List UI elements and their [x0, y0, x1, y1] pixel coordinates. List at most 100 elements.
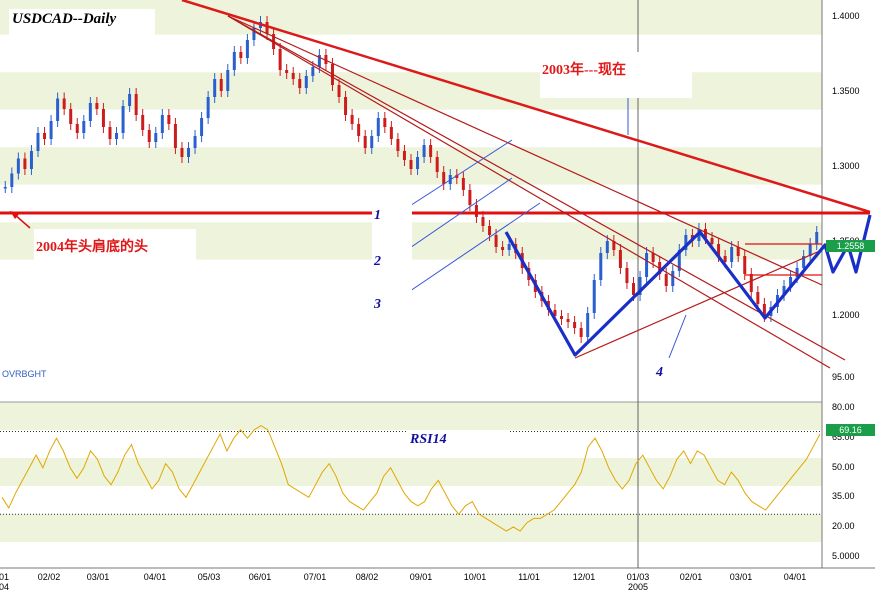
chart-title: USDCAD--Daily [12, 11, 117, 27]
note-box-rsi [406, 430, 510, 450]
candle-body [494, 235, 498, 247]
candle-body [599, 253, 603, 280]
candle-body [631, 283, 635, 295]
annotation-2003-year: 2003 [542, 63, 570, 78]
candle-body [435, 157, 439, 172]
candle-body [645, 253, 649, 277]
candle-body [226, 70, 230, 91]
x-tick-label: 07/01 [303, 572, 327, 582]
candle-body [49, 121, 53, 139]
arrow-head-2004 [10, 211, 20, 219]
candle-body [285, 70, 289, 73]
candle-body [160, 115, 164, 133]
annotation-2003-now: 2003年---现在 [542, 59, 626, 79]
candle-body [651, 253, 655, 262]
candle-body [507, 244, 511, 250]
candle-body [75, 124, 79, 133]
candle-body [488, 226, 492, 235]
candle-body [219, 79, 223, 91]
candle-body [252, 28, 256, 40]
candle-body [396, 139, 400, 151]
candle-body [789, 277, 793, 286]
candle-body [376, 118, 380, 136]
candle-body [82, 121, 86, 133]
rsi-band [0, 514, 822, 542]
candle-body [350, 115, 354, 124]
last-price-badge: 1.2558 [826, 240, 875, 252]
rsi-tick-label: 5.0000 [832, 551, 860, 561]
candle-body [481, 217, 485, 226]
x-tick-label: 12/01 [572, 572, 596, 582]
candle-body [461, 178, 465, 190]
x-tick-label: 04/01 [143, 572, 167, 582]
candle-body [474, 205, 478, 217]
rsi-panel-bands [0, 402, 822, 568]
candle-body [62, 98, 66, 109]
candle-body [232, 52, 236, 70]
x-tick-label: 01/03 [626, 572, 650, 582]
candle-body [402, 151, 406, 160]
candle-body [468, 190, 472, 205]
candle-body [625, 268, 629, 283]
candle-body [36, 133, 40, 151]
candle-body [703, 229, 707, 238]
x-tick-label: 05/03 [197, 572, 221, 582]
candle-body [743, 256, 747, 274]
candle-body [389, 127, 393, 139]
candle-body [730, 247, 734, 262]
annotation-2004-text: 年头肩底的头 [64, 240, 148, 255]
candle-body [10, 173, 14, 187]
candle-body [717, 244, 721, 256]
candle-body [684, 235, 688, 250]
candle-body [762, 304, 766, 316]
candle-body [245, 40, 249, 58]
candle-body [579, 328, 583, 337]
candle-body [265, 22, 269, 34]
candle-body [605, 241, 609, 253]
candle-body [324, 55, 328, 64]
trendline-upper-2 [227, 15, 831, 369]
candle-body [638, 277, 642, 295]
rsi-tick-label: 65.00 [832, 432, 855, 442]
candle-body [736, 247, 740, 256]
candle-body [213, 79, 217, 97]
channel-number-4: 4 [656, 365, 663, 380]
annotation-2004-head: 2004年头肩底的头 [36, 236, 148, 256]
candle-body [108, 127, 112, 139]
candle-body [566, 319, 570, 322]
rsi-band [0, 458, 822, 486]
x-tick-label: 01 [0, 572, 10, 582]
candle-body [147, 130, 151, 142]
candle-body [134, 94, 138, 115]
rsi-line [1, 425, 821, 532]
rsi-band [0, 402, 822, 430]
last-rsi-badge: 69.16 [826, 424, 875, 436]
candle-body [612, 241, 616, 250]
rsi-label: RSI14 [410, 432, 447, 447]
x-tick-label: 09/01 [409, 572, 433, 582]
candle-body [782, 286, 786, 295]
candle-body [29, 151, 33, 169]
price-band [0, 109, 822, 148]
candle-body [618, 250, 622, 268]
candle-body [455, 175, 459, 178]
candle-body [802, 256, 806, 268]
x-tick-label: 02/02 [37, 572, 61, 582]
candle-body [501, 247, 505, 250]
candle-body [723, 256, 727, 262]
candle-body [206, 97, 210, 118]
candle-body [671, 271, 675, 286]
candle-body [115, 133, 119, 139]
x-tick-label: 03/01 [86, 572, 110, 582]
zigzag-pattern [504, 214, 872, 357]
candle-body [317, 55, 321, 67]
candle-body [560, 316, 564, 319]
candle-body [409, 160, 413, 169]
candle-body [69, 109, 73, 124]
candle-body [592, 280, 596, 313]
candle-body [344, 97, 348, 115]
candle-body [677, 250, 681, 271]
note-box-4 [648, 360, 708, 388]
candle-body [756, 292, 760, 304]
